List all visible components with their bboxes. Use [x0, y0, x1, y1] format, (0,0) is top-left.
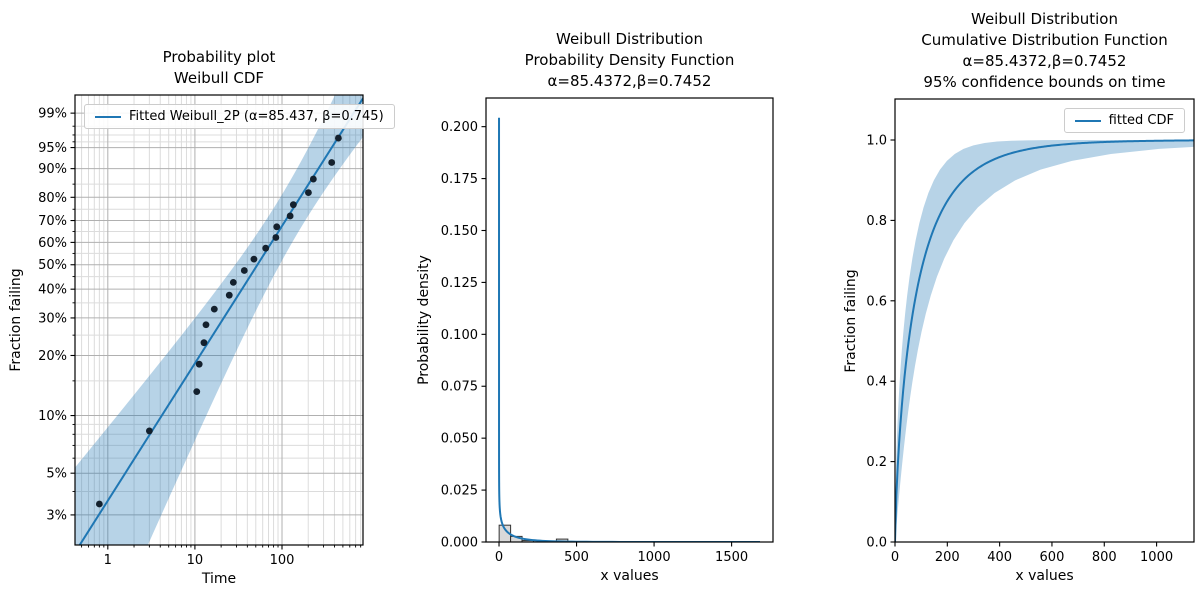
- y-tick-label: 0.100: [441, 328, 478, 343]
- y-tick-label: 80%: [38, 191, 67, 206]
- probability-plot-title: Probability plot Weibull CDF: [162, 48, 276, 87]
- y-tick-label: 0.125: [441, 276, 478, 291]
- data-point: [250, 255, 258, 263]
- x-tick-label: 10: [187, 553, 204, 568]
- plot-content: [75, 95, 363, 545]
- data-point: [289, 201, 297, 209]
- y-tick-label: 0.2: [866, 455, 887, 470]
- data-point: [210, 305, 218, 313]
- cdf-plot-axes: 0 200 400 600 800 1000 0.0 0.2 0.4 0.6 0.8 1.0: [866, 98, 1195, 565]
- data-point: [240, 267, 248, 274]
- plot-content: [498, 117, 760, 542]
- pdf-plot-xlabel: x values: [600, 568, 659, 584]
- probability-plot-axes: 1 10 100 3% 5% 10% 20% 30% 40% 50% 60% 70% 80% 90% 95%…: [38, 94, 364, 568]
- y-tick-label: 20%: [38, 349, 67, 364]
- y-tick-label: 50%: [38, 258, 67, 273]
- cdf-plot-ylabel: Fraction failing: [843, 268, 859, 373]
- legend-label: fitted CDF: [1108, 113, 1174, 128]
- data-point: [305, 189, 312, 196]
- confidence-band: [75, 95, 363, 545]
- data-point: [195, 360, 203, 368]
- data-point: [145, 427, 153, 435]
- data-point: [334, 134, 342, 142]
- probability-plot-legend: Fitted Weibull_2P (α=85.437, β=0.745): [84, 104, 395, 129]
- y-tick-label: 3%: [46, 508, 67, 523]
- x-tick-label: 0: [495, 550, 503, 565]
- ticks-group: 1 10 100 3% 5% 10% 20% 30% 40% 50% 60% 70% 80% 90% 95%…: [38, 107, 362, 568]
- pdf-plot-title: Weibull Distribution Probability Density…: [524, 30, 735, 90]
- data-point: [225, 291, 233, 299]
- legend-line-sample-icon: [1074, 119, 1101, 122]
- y-tick-label: 0.200: [441, 120, 478, 135]
- y-tick-label: 0.4: [866, 375, 887, 390]
- y-tick-label: 0.000: [441, 536, 478, 551]
- y-tick-label: 90%: [38, 162, 67, 177]
- y-tick-label: 0.075: [441, 380, 478, 395]
- y-tick-label: 99%: [38, 107, 67, 122]
- data-point: [262, 244, 270, 252]
- data-point: [309, 175, 317, 183]
- pdf-curve: [498, 117, 760, 542]
- data-point: [328, 159, 336, 166]
- y-tick-label: 0.8: [866, 214, 887, 229]
- ticks-group: 0 500 1000 1500 0.000 0.025 0.050 0.075 0.100 0.1…: [441, 120, 748, 565]
- axes-spine: [74, 94, 364, 546]
- x-tick-label: 1500: [715, 550, 748, 565]
- cdf-plot-title: Weibull Distribution Cumulative Distribu…: [921, 10, 1168, 91]
- y-tick-label: 30%: [38, 311, 67, 326]
- x-tick-label: 100: [270, 553, 295, 568]
- y-tick-label: 95%: [38, 141, 67, 156]
- cdf-curve: [895, 139, 1194, 542]
- y-tick-label: 0.025: [441, 484, 478, 499]
- y-tick-label: 10%: [38, 409, 67, 424]
- pdf-plot-ylabel: Probability density: [416, 255, 432, 385]
- y-tick-label: 0.0: [866, 536, 887, 551]
- data-point: [286, 212, 294, 220]
- x-tick-label: 0: [891, 550, 899, 565]
- legend-label: Fitted Weibull_2P (α=85.437, β=0.745): [129, 109, 384, 124]
- x-tick-label: 1000: [638, 550, 671, 565]
- plot-content: [895, 139, 1194, 542]
- y-tick-label: 5%: [46, 467, 67, 482]
- ticks-group: 0 200 400 600 800 1000 0.0 0.2 0.4 0.6 0.8 1.0: [866, 134, 1173, 565]
- data-point: [193, 388, 201, 396]
- y-tick-label: 70%: [38, 214, 67, 229]
- data-point: [202, 321, 210, 329]
- cdf-plot-xlabel: x values: [1015, 568, 1074, 584]
- y-tick-label: 1.0: [866, 134, 887, 149]
- y-tick-label: 0.050: [441, 432, 478, 447]
- data-point: [273, 223, 281, 231]
- axes-spine: [485, 97, 774, 543]
- probability-plot-xlabel: Time: [201, 571, 237, 587]
- x-tick-label: 200: [935, 550, 960, 565]
- pdf-plot-axes: 0 500 1000 1500 0.000 0.025 0.050 0.075 0.100 0.1…: [441, 97, 774, 565]
- x-tick-label: 800: [1092, 550, 1117, 565]
- y-tick-label: 60%: [38, 236, 67, 251]
- fit-line: [78, 97, 363, 545]
- x-tick-label: 1000: [1140, 550, 1173, 565]
- legend-line-sample-icon: [95, 115, 121, 118]
- data-point: [229, 278, 237, 286]
- axes-spine: [894, 98, 1195, 543]
- grid-group: [75, 95, 363, 545]
- y-tick-label: 0.175: [441, 172, 478, 187]
- x-tick-label: 400: [987, 550, 1012, 565]
- data-point: [200, 339, 208, 347]
- data-point: [272, 234, 280, 241]
- y-tick-label: 40%: [38, 283, 67, 298]
- x-tick-label: 500: [564, 550, 589, 565]
- confidence-band: [895, 140, 1194, 542]
- probability-plot-ylabel: Fraction failing: [8, 268, 24, 372]
- y-tick-label: 0.6: [866, 294, 887, 309]
- y-tick-label: 0.150: [441, 224, 478, 239]
- x-tick-label: 600: [1040, 550, 1065, 565]
- x-tick-label: 1: [104, 553, 112, 568]
- data-point: [95, 500, 103, 508]
- cdf-plot-legend: fitted CDF: [1063, 108, 1185, 133]
